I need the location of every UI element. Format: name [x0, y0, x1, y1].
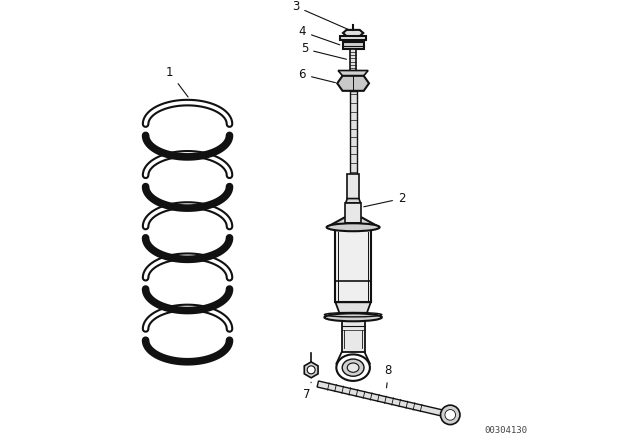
- Circle shape: [440, 405, 460, 425]
- Text: 2: 2: [364, 192, 405, 207]
- Polygon shape: [326, 218, 380, 227]
- Ellipse shape: [342, 359, 364, 376]
- Ellipse shape: [324, 313, 382, 321]
- Text: 4: 4: [299, 25, 340, 45]
- Text: 8: 8: [385, 364, 392, 388]
- Polygon shape: [304, 362, 318, 378]
- Text: 7: 7: [303, 382, 311, 401]
- Circle shape: [307, 366, 315, 374]
- Text: 00304130: 00304130: [484, 426, 527, 435]
- Circle shape: [445, 409, 456, 420]
- Polygon shape: [345, 203, 361, 223]
- Ellipse shape: [326, 223, 380, 231]
- Polygon shape: [335, 229, 371, 302]
- Polygon shape: [346, 198, 360, 203]
- Polygon shape: [345, 223, 361, 226]
- Ellipse shape: [337, 354, 370, 381]
- Polygon shape: [350, 49, 356, 70]
- Polygon shape: [342, 42, 364, 49]
- Text: 3: 3: [292, 0, 349, 30]
- Polygon shape: [348, 174, 359, 198]
- Text: 6: 6: [299, 68, 335, 82]
- Polygon shape: [338, 70, 368, 76]
- Polygon shape: [337, 76, 369, 91]
- Polygon shape: [343, 30, 364, 36]
- Polygon shape: [335, 302, 371, 315]
- Text: 1: 1: [166, 66, 188, 97]
- Ellipse shape: [348, 363, 359, 372]
- Polygon shape: [340, 36, 366, 40]
- Polygon shape: [342, 321, 365, 352]
- Polygon shape: [317, 381, 444, 416]
- Text: 5: 5: [301, 43, 346, 59]
- Polygon shape: [349, 91, 356, 174]
